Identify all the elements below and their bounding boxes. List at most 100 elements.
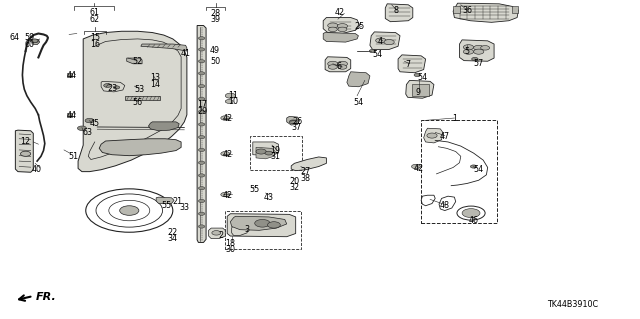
Text: 29: 29	[197, 107, 207, 115]
Circle shape	[198, 123, 205, 126]
Circle shape	[462, 209, 480, 218]
Circle shape	[198, 72, 205, 75]
Text: 49: 49	[210, 46, 220, 55]
Circle shape	[221, 192, 230, 197]
Text: 55: 55	[250, 185, 260, 194]
Text: 63: 63	[82, 128, 92, 137]
Polygon shape	[385, 4, 413, 22]
Text: 8: 8	[393, 6, 398, 15]
Circle shape	[472, 57, 478, 61]
Polygon shape	[67, 73, 72, 77]
Text: 62: 62	[90, 15, 100, 24]
Text: 33: 33	[179, 204, 189, 212]
Text: 51: 51	[68, 152, 79, 161]
Text: 38: 38	[301, 174, 311, 182]
Polygon shape	[230, 216, 287, 230]
Text: 27: 27	[301, 167, 311, 176]
Circle shape	[328, 23, 338, 28]
Text: 42: 42	[222, 191, 232, 200]
Circle shape	[198, 212, 205, 215]
Text: 17: 17	[197, 100, 207, 109]
Text: 47: 47	[440, 132, 450, 141]
Polygon shape	[347, 72, 370, 87]
Text: 56: 56	[132, 98, 143, 107]
Circle shape	[104, 84, 111, 87]
Text: 15: 15	[90, 33, 100, 42]
Polygon shape	[325, 57, 351, 72]
Circle shape	[338, 65, 347, 69]
Text: 28: 28	[210, 9, 220, 18]
Polygon shape	[370, 32, 400, 49]
Circle shape	[384, 40, 394, 45]
Circle shape	[268, 222, 280, 228]
Text: 37: 37	[292, 123, 302, 132]
Text: TK44B3910C: TK44B3910C	[547, 300, 598, 309]
Text: 22: 22	[168, 228, 178, 237]
Polygon shape	[232, 224, 248, 235]
Text: 54: 54	[353, 98, 364, 107]
Polygon shape	[323, 18, 360, 33]
Text: 18: 18	[225, 239, 236, 248]
Polygon shape	[256, 147, 275, 159]
Polygon shape	[253, 142, 278, 156]
Text: 2: 2	[218, 231, 223, 240]
Circle shape	[198, 136, 205, 139]
Text: 14: 14	[150, 80, 160, 89]
Circle shape	[198, 199, 205, 203]
Circle shape	[198, 110, 205, 113]
Circle shape	[338, 27, 347, 32]
Circle shape	[31, 39, 38, 43]
Circle shape	[265, 151, 273, 155]
Circle shape	[212, 231, 221, 235]
Text: 5: 5	[465, 47, 470, 56]
Circle shape	[463, 45, 474, 50]
Text: 61: 61	[90, 8, 100, 17]
Text: 23: 23	[107, 84, 117, 93]
Polygon shape	[141, 44, 187, 51]
Circle shape	[221, 152, 230, 156]
Circle shape	[255, 219, 270, 227]
Text: 31: 31	[270, 152, 280, 161]
Polygon shape	[32, 40, 40, 45]
Text: 59: 59	[24, 33, 35, 42]
Circle shape	[77, 126, 86, 130]
Text: 34: 34	[168, 234, 178, 243]
Text: 21: 21	[173, 197, 183, 206]
Circle shape	[198, 85, 205, 88]
Circle shape	[198, 187, 205, 190]
Circle shape	[414, 73, 420, 77]
Circle shape	[198, 37, 205, 40]
Circle shape	[225, 93, 236, 98]
Bar	[125, 96, 160, 100]
Bar	[421, 120, 497, 223]
Bar	[453, 6, 460, 13]
Polygon shape	[99, 139, 181, 156]
Circle shape	[474, 45, 484, 50]
Text: 53: 53	[134, 85, 145, 94]
Circle shape	[198, 48, 205, 51]
Text: 10: 10	[228, 97, 239, 106]
Text: 55: 55	[161, 201, 172, 210]
Text: 42: 42	[334, 8, 344, 17]
Text: 20: 20	[289, 177, 300, 186]
Circle shape	[198, 148, 205, 152]
Polygon shape	[209, 228, 225, 239]
Circle shape	[337, 61, 348, 66]
Bar	[250, 136, 302, 170]
Circle shape	[198, 161, 205, 164]
Text: 16: 16	[90, 40, 100, 48]
Text: FR.: FR.	[36, 292, 56, 302]
Text: 44: 44	[67, 111, 77, 120]
Text: 50: 50	[210, 57, 220, 66]
Text: 64: 64	[9, 33, 19, 42]
Text: 54: 54	[372, 50, 383, 59]
Polygon shape	[291, 157, 326, 171]
Polygon shape	[323, 33, 358, 42]
Polygon shape	[287, 116, 300, 125]
Text: 6: 6	[337, 63, 342, 71]
Text: 12: 12	[20, 137, 31, 146]
Polygon shape	[127, 58, 142, 64]
Text: 48: 48	[440, 201, 450, 210]
Circle shape	[412, 164, 420, 169]
Text: 19: 19	[270, 146, 280, 155]
